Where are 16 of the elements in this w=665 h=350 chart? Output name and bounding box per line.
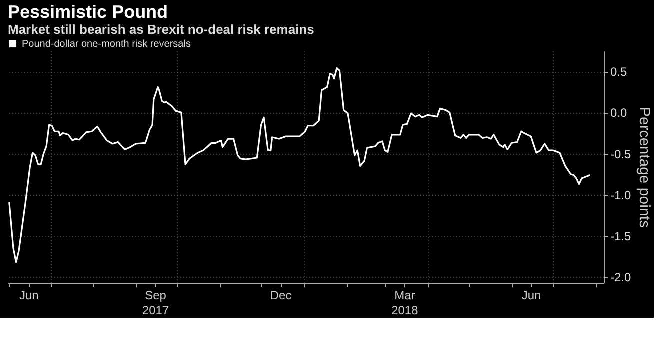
chart-subtitle: Market still bearish as Brexit no-deal risk remains xyxy=(8,22,314,37)
legend-label: Pound-dollar one-month risk reversals xyxy=(22,39,191,50)
chart-title: Pessimistic Pound xyxy=(8,2,168,22)
y-tick-label: -1.0 xyxy=(610,188,632,202)
y-tick-label: 0.0 xyxy=(610,106,628,120)
x-tick-label: Mar 2018 xyxy=(392,288,419,318)
line-series xyxy=(8,67,592,264)
y-tick-label: -0.5 xyxy=(610,147,632,162)
y-axis-title: Percentage points xyxy=(636,107,654,228)
x-tick-label: Sep 2017 xyxy=(142,288,170,318)
x-tick-label: Dec xyxy=(270,288,292,302)
y-tick-label: -1.5 xyxy=(610,230,632,244)
x-tick-label: Jun xyxy=(522,288,542,302)
y-tick-label: 0.5 xyxy=(610,65,628,80)
y-tick-label: -2.0 xyxy=(610,270,632,285)
x-tick-label: Jun xyxy=(19,288,39,302)
